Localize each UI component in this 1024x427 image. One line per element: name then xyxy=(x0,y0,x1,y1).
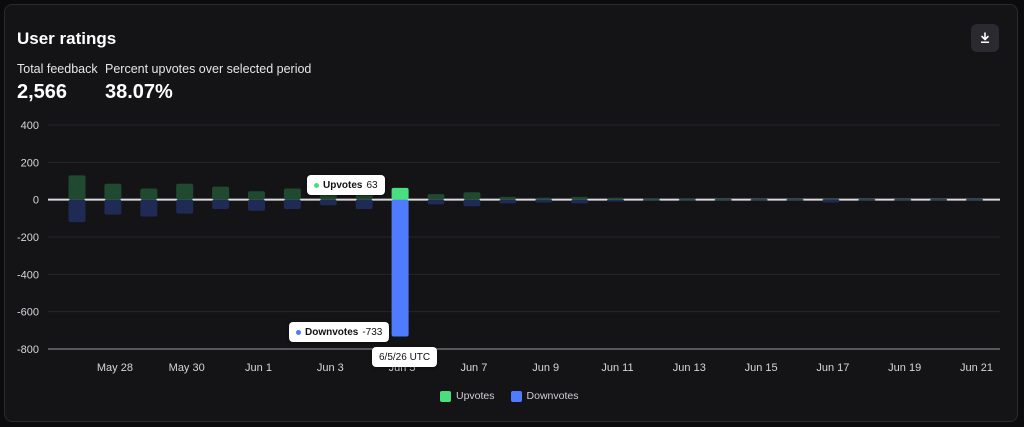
upvote-bar xyxy=(176,183,194,200)
downvote-bar xyxy=(463,199,481,207)
upvotes-tooltip-value: 63 xyxy=(366,179,378,191)
x-tick-label: Jun 3 xyxy=(317,362,344,374)
downvote-bar xyxy=(607,199,624,202)
upvote-bar xyxy=(607,197,624,200)
card-title: User ratings xyxy=(17,29,117,48)
downvote-bar xyxy=(894,199,912,201)
download-button[interactable] xyxy=(971,24,999,52)
downvote-bar xyxy=(283,199,301,209)
upvote-bar xyxy=(212,186,230,200)
upvote-bar xyxy=(463,192,481,200)
y-tick-label: -200 xyxy=(17,232,39,244)
downvote-bar xyxy=(678,199,696,201)
downvote-bar xyxy=(966,199,983,201)
downvote-bar xyxy=(176,199,194,214)
downvote-bar xyxy=(858,199,876,201)
legend-downvotes-swatch xyxy=(510,390,522,402)
user-ratings-card: User ratings Total feedback 2,566 Percen… xyxy=(4,4,1018,422)
x-tick-label: Jun 21 xyxy=(960,362,993,374)
x-tick-label: Jun 17 xyxy=(816,362,849,374)
upvote-bar xyxy=(427,194,445,200)
downvotes-dot xyxy=(296,329,301,335)
downvote-bar xyxy=(140,199,158,217)
upvote-bar xyxy=(642,198,660,200)
total-feedback-value: 2,566 xyxy=(17,81,68,103)
downvotes-tooltip-name: Downvotes xyxy=(305,326,359,338)
downvote-bar xyxy=(930,199,948,201)
legend-upvotes[interactable]: Upvotes xyxy=(440,390,495,402)
downvote-bar xyxy=(499,199,517,204)
downvote-bar xyxy=(427,199,445,205)
upvote-bar xyxy=(750,198,768,200)
downvote-bar xyxy=(212,199,230,209)
upvote-bar xyxy=(966,198,983,200)
upvote-bar xyxy=(930,198,948,200)
upvote-bar xyxy=(499,196,517,200)
downvote-bar xyxy=(714,199,732,201)
upvotes-tooltip-name: Upvotes xyxy=(323,179,363,191)
downvote-bar xyxy=(535,199,553,203)
downvotes-tooltip: Downvotes -733 xyxy=(289,322,390,342)
downvote-bar xyxy=(391,199,409,337)
legend-downvotes-label: Downvotes xyxy=(526,390,579,402)
legend-upvotes-swatch xyxy=(440,390,451,402)
downvote-bar xyxy=(786,199,804,201)
x-tick-label: Jun 7 xyxy=(460,362,487,374)
y-tick-label: 0 xyxy=(33,195,39,207)
downvote-bar xyxy=(68,199,86,223)
x-tick-label: Jun 11 xyxy=(601,362,633,374)
upvote-bar xyxy=(104,183,122,200)
upvote-bar xyxy=(822,198,840,200)
y-tick-label: 400 xyxy=(21,120,39,132)
x-tick-label: May 30 xyxy=(169,362,205,374)
upvote-bar xyxy=(678,198,696,200)
upvotes-tooltip: Upvotes 63 xyxy=(307,175,385,195)
download-icon xyxy=(981,32,989,43)
upvote-bar xyxy=(858,198,876,200)
upvotes-dot xyxy=(314,182,319,188)
downvote-bar xyxy=(571,199,589,204)
x-tick-label: May 28 xyxy=(97,362,133,374)
date-tooltip: 6/5/26 UTC xyxy=(372,347,438,367)
legend-downvotes[interactable]: Downvotes xyxy=(510,390,579,402)
upvote-bar xyxy=(535,197,553,200)
downvote-bar xyxy=(104,199,122,215)
downvote-bar xyxy=(822,199,840,203)
chart-legend: Upvotes Downvotes xyxy=(440,390,578,402)
x-tick-label: Jun 13 xyxy=(673,362,706,374)
upvote-bar xyxy=(391,187,409,200)
upvote-bar xyxy=(140,188,158,200)
downvote-bar xyxy=(319,199,337,206)
x-tick-label: Jun 19 xyxy=(888,362,921,374)
upvote-bar xyxy=(571,196,589,200)
upvote-bar xyxy=(68,175,86,200)
y-tick-label: -600 xyxy=(17,307,39,319)
y-tick-label: -800 xyxy=(17,344,39,356)
downvote-bar xyxy=(750,199,768,201)
y-tick-label: 200 xyxy=(21,157,39,169)
upvote-bar xyxy=(283,188,301,200)
x-tick-label: Jun 1 xyxy=(245,362,272,374)
upvote-bar xyxy=(894,198,912,200)
total-feedback-label: Total feedback xyxy=(17,62,98,76)
percent-upvotes-label: Percent upvotes over selected period xyxy=(105,62,312,76)
upvote-bar xyxy=(248,191,265,200)
downvote-bar xyxy=(642,199,660,201)
downvote-bar xyxy=(248,199,265,211)
legend-upvotes-label: Upvotes xyxy=(456,390,495,402)
downvotes-tooltip-value: -733 xyxy=(362,326,383,338)
upvote-bar xyxy=(714,198,732,200)
date-tooltip-text: 6/5/26 UTC xyxy=(379,351,431,363)
x-tick-label: Jun 15 xyxy=(745,362,778,374)
upvote-bar xyxy=(786,198,804,200)
percent-upvotes-value: 38.07% xyxy=(105,81,173,103)
downvote-bar xyxy=(355,199,373,209)
x-tick-label: Jun 9 xyxy=(532,362,559,374)
y-tick-label: -400 xyxy=(17,269,39,281)
